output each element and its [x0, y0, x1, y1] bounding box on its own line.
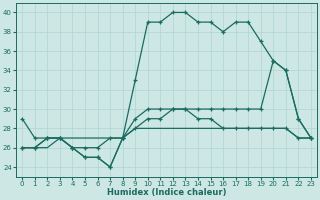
X-axis label: Humidex (Indice chaleur): Humidex (Indice chaleur)	[107, 188, 226, 197]
